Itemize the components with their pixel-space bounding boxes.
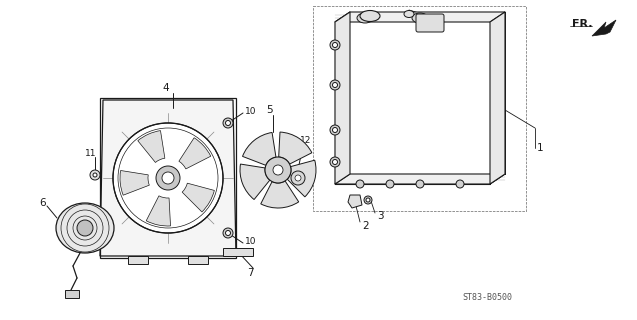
Circle shape <box>330 157 340 167</box>
Circle shape <box>295 175 301 181</box>
Polygon shape <box>335 12 505 22</box>
Polygon shape <box>100 100 236 256</box>
Circle shape <box>156 166 180 190</box>
Wedge shape <box>240 164 270 200</box>
Text: FR.: FR. <box>572 19 592 29</box>
Circle shape <box>223 118 233 128</box>
Polygon shape <box>348 195 362 208</box>
Bar <box>100 98 236 258</box>
Bar <box>128 256 148 264</box>
Text: 11: 11 <box>85 148 97 157</box>
Circle shape <box>265 157 291 183</box>
Ellipse shape <box>357 13 373 23</box>
Bar <box>223 248 253 256</box>
Text: 5: 5 <box>267 105 273 115</box>
Text: 3: 3 <box>377 211 383 221</box>
Circle shape <box>330 40 340 50</box>
Wedge shape <box>120 171 149 195</box>
Circle shape <box>416 180 424 188</box>
Bar <box>65 290 79 298</box>
Text: 6: 6 <box>39 198 47 208</box>
Text: 9: 9 <box>490 33 497 43</box>
Circle shape <box>356 180 364 188</box>
Circle shape <box>291 171 305 185</box>
Circle shape <box>225 230 231 236</box>
Circle shape <box>333 159 338 164</box>
Circle shape <box>273 165 283 175</box>
Circle shape <box>162 172 174 184</box>
Ellipse shape <box>412 13 428 23</box>
Circle shape <box>333 83 338 87</box>
Polygon shape <box>335 174 505 184</box>
Ellipse shape <box>360 11 380 21</box>
Circle shape <box>330 125 340 135</box>
Circle shape <box>113 123 223 233</box>
Bar <box>335 22 490 184</box>
Circle shape <box>456 180 464 188</box>
Bar <box>313 6 526 211</box>
Text: 8: 8 <box>492 47 499 57</box>
Wedge shape <box>182 183 215 212</box>
Circle shape <box>386 180 394 188</box>
FancyBboxPatch shape <box>416 14 444 32</box>
Text: ST83-B0500: ST83-B0500 <box>462 293 512 302</box>
Wedge shape <box>243 132 276 165</box>
Circle shape <box>225 121 231 125</box>
Wedge shape <box>278 132 312 164</box>
Wedge shape <box>261 181 299 208</box>
Circle shape <box>223 228 233 238</box>
Wedge shape <box>179 138 211 169</box>
Text: 1: 1 <box>537 143 543 153</box>
Circle shape <box>90 170 100 180</box>
Bar <box>188 256 208 264</box>
Circle shape <box>333 127 338 132</box>
Text: 10: 10 <box>245 236 257 245</box>
Polygon shape <box>490 12 505 184</box>
Text: 12: 12 <box>300 135 311 145</box>
Polygon shape <box>335 12 350 184</box>
Ellipse shape <box>404 11 414 18</box>
Text: 2: 2 <box>362 221 369 231</box>
Circle shape <box>366 198 370 202</box>
Wedge shape <box>147 196 171 226</box>
Polygon shape <box>592 20 616 36</box>
Circle shape <box>330 80 340 90</box>
Text: 4: 4 <box>162 83 169 93</box>
Circle shape <box>364 196 372 204</box>
Wedge shape <box>138 131 165 163</box>
Circle shape <box>77 220 93 236</box>
Text: 10: 10 <box>245 107 257 116</box>
Circle shape <box>93 173 97 177</box>
Text: 7: 7 <box>247 268 254 278</box>
Circle shape <box>333 43 338 47</box>
Ellipse shape <box>56 203 114 253</box>
Wedge shape <box>287 160 316 197</box>
